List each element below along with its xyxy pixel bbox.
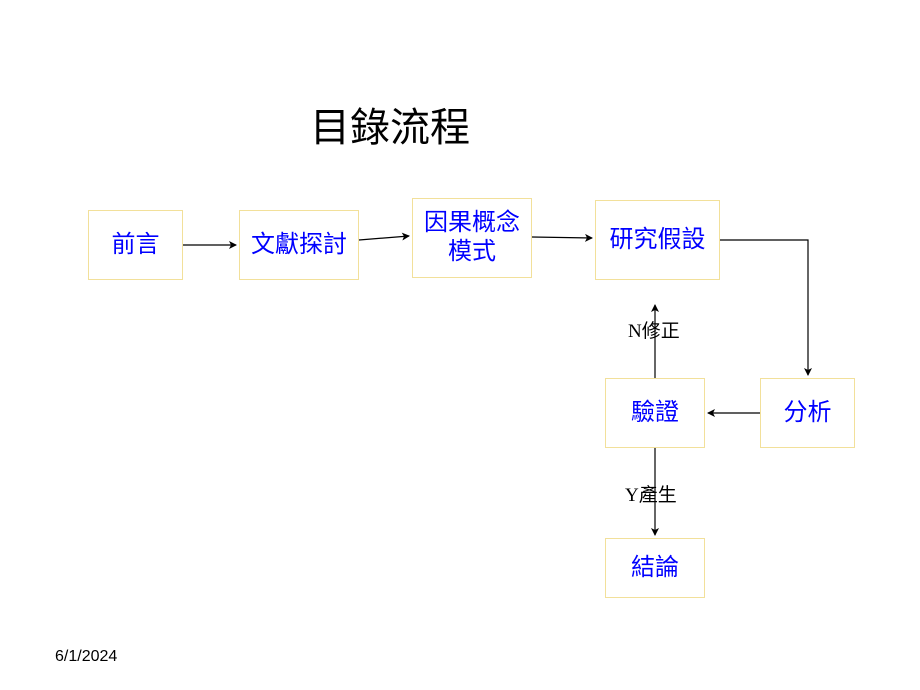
node-label: 文獻探討 (251, 231, 347, 260)
node-label: 分析 (784, 399, 832, 428)
node-label: 因果概念 模式 (424, 209, 520, 267)
node-concl: 結論 (605, 538, 705, 598)
node-analysis: 分析 (760, 378, 855, 448)
node-verify: 驗證 (605, 378, 705, 448)
node-label: 結論 (631, 554, 679, 583)
edge-label-y-produce: Y產生 (625, 480, 677, 507)
slide-title: 目錄流程 (310, 95, 470, 153)
edge-label-n-correct: N修正 (628, 316, 680, 343)
slide-date: 6/1/2024 (55, 648, 117, 666)
node-preface: 前言 (88, 210, 183, 280)
node-litreview: 文獻探討 (239, 210, 359, 280)
node-label: 研究假設 (610, 226, 706, 255)
node-causal: 因果概念 模式 (412, 198, 532, 278)
node-hypoth: 研究假設 (595, 200, 720, 280)
node-label: 驗證 (631, 399, 679, 428)
node-label: 前言 (112, 231, 160, 260)
